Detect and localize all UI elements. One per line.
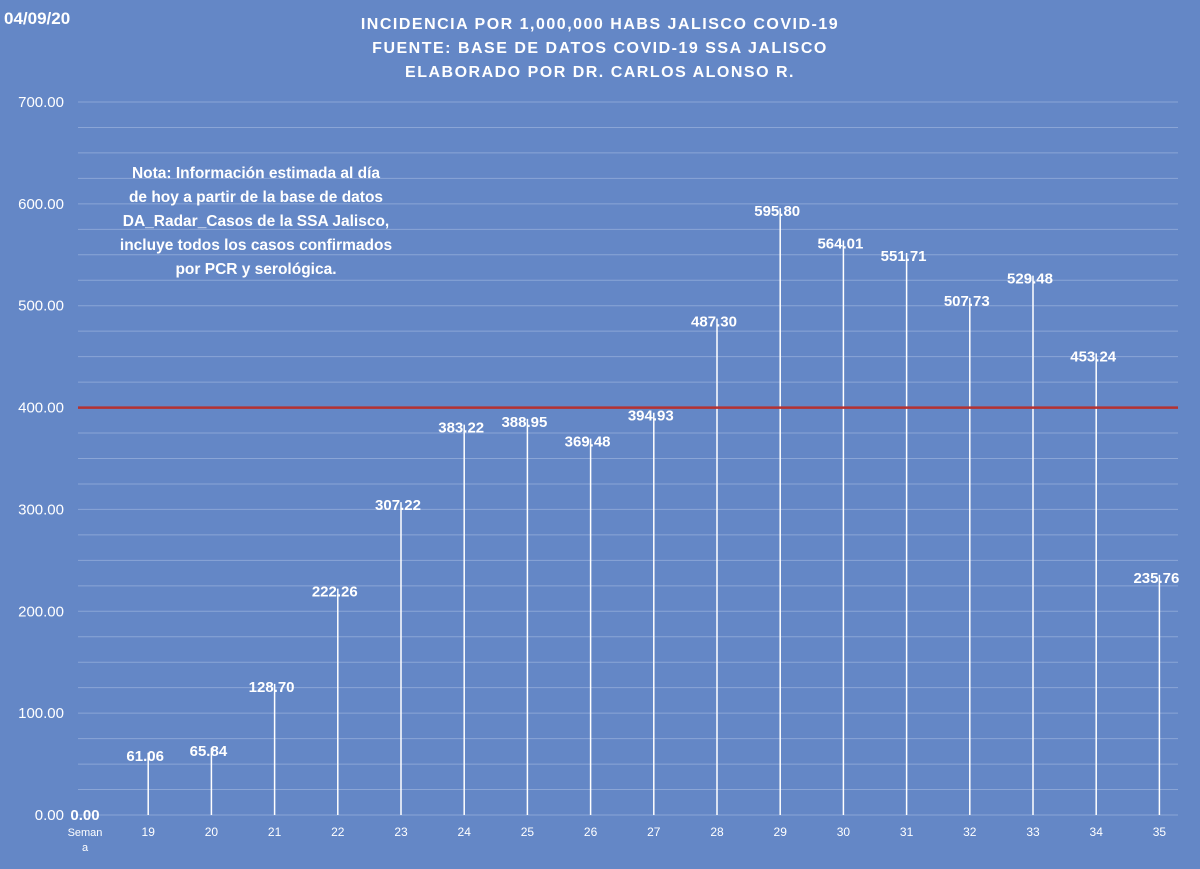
y-tick-label: 300.00 (18, 501, 64, 518)
note-line: incluye todos los casos confirmados (120, 237, 392, 254)
x-tick-label: 21 (268, 825, 282, 839)
value-label: 487.30 (691, 314, 737, 331)
x-tick-label: 29 (774, 825, 788, 839)
x-tick-label: 23 (394, 825, 408, 839)
value-label: 128.70 (249, 679, 295, 696)
value-label: 0.00 (70, 807, 99, 824)
y-tick-label: 0.00 (35, 807, 64, 824)
note-line: de hoy a partir de la base de datos (129, 189, 383, 206)
value-label: 235.76 (1133, 570, 1179, 587)
x-tick-label: 22 (331, 825, 345, 839)
y-tick-label: 100.00 (18, 705, 64, 722)
value-label: 369.48 (565, 434, 611, 451)
value-label: 61.06 (126, 748, 164, 765)
note-line: Nota: Información estimada al día (132, 165, 380, 182)
x-tick-label: 25 (521, 825, 535, 839)
value-label: 307.22 (375, 497, 421, 514)
value-label: 529.48 (1007, 271, 1053, 288)
x-tick-label: 35 (1153, 825, 1167, 839)
value-label: 453.24 (1070, 348, 1117, 365)
x-tick-label: Seman (68, 827, 103, 839)
chart-titles: INCIDENCIA POR 1,000,000 HABS JALISCO CO… (361, 16, 839, 81)
grid-lines (78, 101, 1178, 816)
value-label: 507.73 (944, 293, 990, 310)
x-tick-label: 32 (963, 825, 977, 839)
x-tick-label: 31 (900, 825, 914, 839)
note-text: Nota: Información estimada al día de hoy … (120, 165, 392, 278)
chart-title: INCIDENCIA POR 1,000,000 HABS JALISCO CO… (361, 16, 839, 33)
value-label: 388.95 (501, 414, 547, 431)
date-label: 04/09/20 (4, 9, 70, 28)
value-label: 394.93 (628, 408, 674, 425)
value-label: 564.01 (817, 236, 863, 253)
value-label: 65.84 (190, 743, 228, 760)
chart-subtitle: ELABORADO POR DR. CARLOS ALONSO R. (405, 64, 795, 81)
y-tick-label: 500.00 (18, 298, 64, 315)
value-labels: 0.00 61.06 65.84 128.70 222.26 307.22 383.22 38… (70, 203, 1179, 824)
y-tick-label: 400.00 (18, 400, 64, 417)
y-tick-label: 200.00 (18, 603, 64, 620)
x-tick-label: 26 (584, 825, 598, 839)
value-label: 551.71 (881, 248, 927, 265)
x-tick-label: 28 (710, 825, 724, 839)
note-line: DA_Radar_Casos de la SSA Jalisco, (123, 213, 390, 230)
chart-subtitle: FUENTE: BASE DE DATOS COVID-19 SSA JALIS… (372, 40, 828, 57)
x-tick-label: 27 (647, 825, 661, 839)
note-line: por PCR y serológica. (175, 261, 336, 278)
x-tick-label: 30 (837, 825, 851, 839)
bars (147, 208, 1161, 815)
y-tick-label: 600.00 (18, 196, 64, 213)
x-tick-label: 24 (458, 825, 472, 839)
value-label: 383.22 (438, 420, 484, 437)
x-tick-label: 19 (142, 825, 156, 839)
x-tick-label-continued: a (82, 842, 89, 854)
x-axis-labels: Seman a 19 20 21 22 23 24 25 26 27 28 29 30 31 32 33 34 35 (68, 825, 1167, 854)
x-tick-label: 33 (1026, 825, 1040, 839)
y-axis-labels: 0.00 100.00 200.00 300.00 400.00 500.00 600.00… (18, 94, 64, 824)
x-tick-label: 20 (205, 825, 219, 839)
y-tick-label: 700.00 (18, 94, 64, 111)
value-label: 222.26 (312, 584, 358, 601)
x-tick-label: 34 (1090, 825, 1104, 839)
value-label: 595.80 (754, 203, 800, 220)
